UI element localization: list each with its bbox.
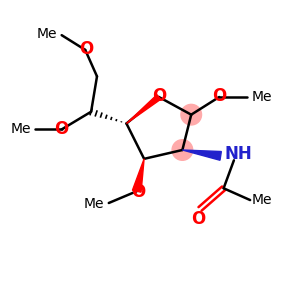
Text: Me: Me xyxy=(37,27,57,41)
Text: Me: Me xyxy=(10,122,31,136)
Polygon shape xyxy=(132,159,144,192)
Text: Me: Me xyxy=(252,193,272,207)
Text: O: O xyxy=(152,86,166,104)
Polygon shape xyxy=(126,95,161,124)
Text: O: O xyxy=(55,120,69,138)
Circle shape xyxy=(181,104,202,125)
Text: O: O xyxy=(131,183,145,201)
Text: NH: NH xyxy=(224,146,252,164)
Text: O: O xyxy=(212,87,226,105)
Text: O: O xyxy=(80,40,94,58)
Text: O: O xyxy=(191,210,206,228)
Polygon shape xyxy=(182,150,221,160)
Text: Me: Me xyxy=(252,90,272,104)
Circle shape xyxy=(172,140,193,160)
Text: Me: Me xyxy=(84,197,104,212)
